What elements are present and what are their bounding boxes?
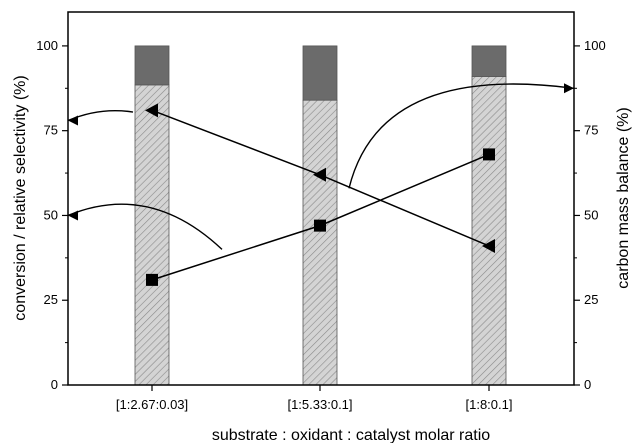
left-tick-label: 0 [51,377,58,392]
left-tick-label: 75 [44,123,58,138]
right-y-axis-title: carbon mass balance (%) [615,107,632,288]
mass-balance-arrow-head [564,83,574,93]
bar-segment-upper [472,46,506,77]
data-point-square [146,274,158,286]
x-tick-label: [1:2.67:0.03] [116,397,188,412]
bars-layer [135,46,506,385]
data-point-square [314,220,326,232]
x-tick-label: [1:8:0.1] [466,397,513,412]
left-tick-label: 25 [44,292,58,307]
x-axis-title: substrate : oxidant : catalyst molar rat… [212,427,490,443]
right-tick-label: 25 [584,292,598,307]
conversion-arrow-head [68,210,78,220]
selectivity-arrow-head [68,116,78,126]
right-tick-label: 75 [584,123,598,138]
data-point-square [483,148,495,160]
left-tick-label: 50 [44,207,58,222]
right-tick-label: 0 [584,377,591,392]
bar-segment-lower [135,85,169,385]
bar-segment-lower [303,100,337,385]
bar-segment-lower [472,76,506,385]
right-tick-label: 50 [584,207,598,222]
bar-segment-upper [303,46,337,100]
mass-balance-arrow [349,84,574,188]
left-tick-label: 100 [36,38,58,53]
x-tick-label: [1:5.33:0.1] [287,397,352,412]
right-tick-label: 100 [584,38,606,53]
bar-segment-upper [135,46,169,85]
left-y-axis-title: conversion / relative selectivity (%) [12,75,29,320]
